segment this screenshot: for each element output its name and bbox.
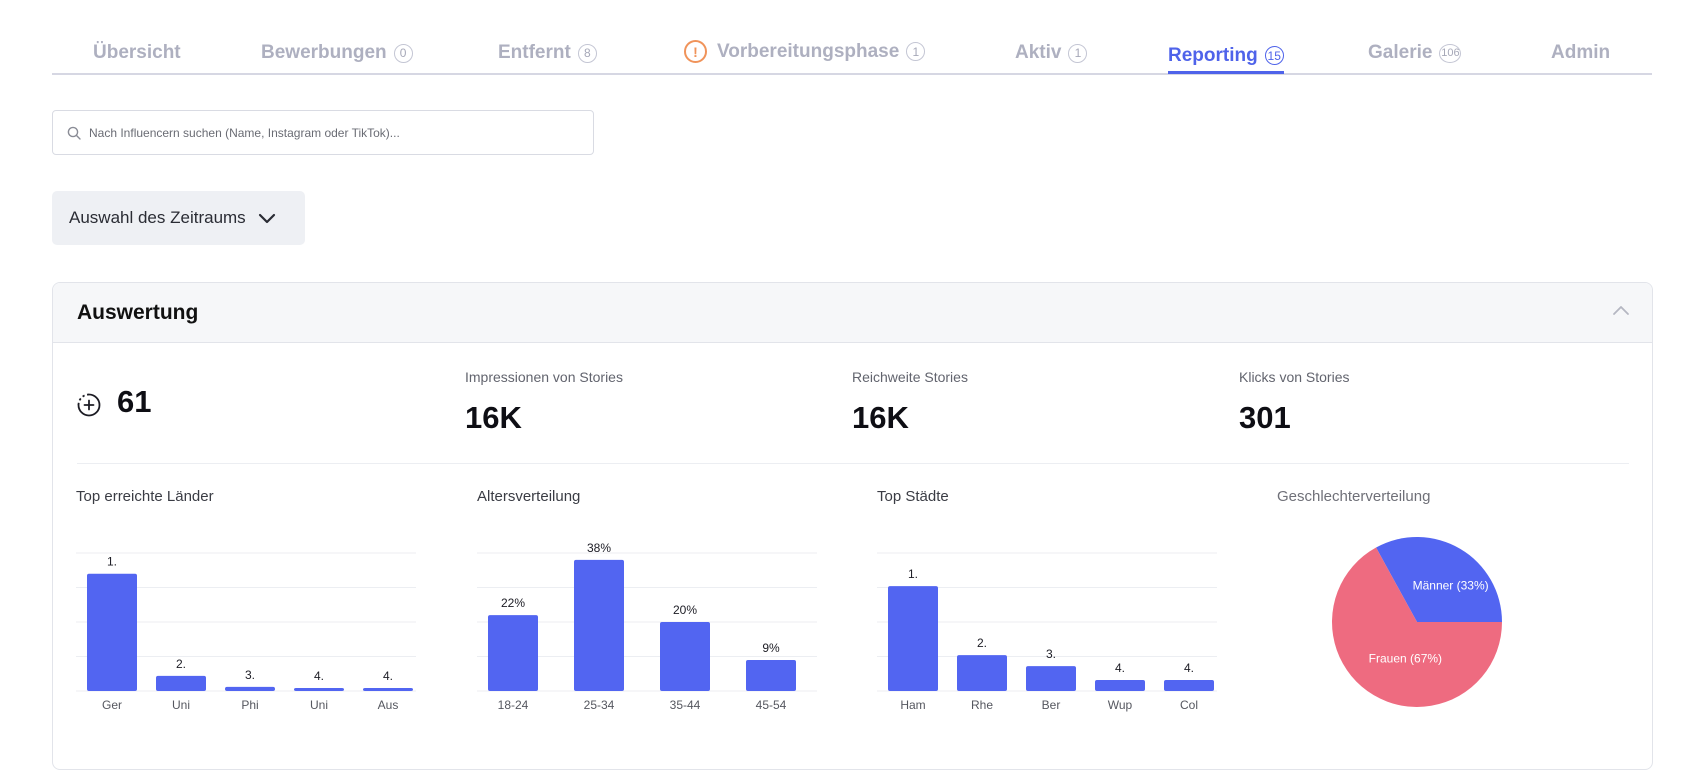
cities-bar-chart: 1. Ham 2. Rhe 3. Ber 4. Wup 4. Col xyxy=(877,552,1217,712)
bar-value-label: 4. xyxy=(1115,661,1125,675)
clicks-value: 301 xyxy=(1239,400,1291,435)
chevron-up-icon[interactable] xyxy=(1612,305,1630,316)
x-tick-label: 45-54 xyxy=(756,698,787,712)
posts-count-value: 61 xyxy=(117,384,152,419)
warning-icon: ! xyxy=(684,40,707,63)
tab-aktiv[interactable]: Aktiv 1 xyxy=(1015,42,1088,64)
chart-bar xyxy=(294,688,344,691)
x-tick-label: Ber xyxy=(1042,698,1061,712)
x-tick-label: Ham xyxy=(900,698,925,712)
tab-count-badge: 1 xyxy=(906,42,926,61)
tab-label: Galerie xyxy=(1368,42,1433,63)
x-tick-label: Phi xyxy=(241,698,258,712)
pie-slice-label: Männer (33%) xyxy=(1413,578,1489,592)
reach-label: Reichweite Stories xyxy=(852,369,968,385)
clicks-label: Klicks von Stories xyxy=(1239,369,1350,385)
gender-chart-title: Geschlechterverteilung xyxy=(1277,488,1431,505)
chart-bar xyxy=(660,622,710,691)
reach-value: 16K xyxy=(852,400,909,435)
countries-bar-chart: 1. Ger 2. Uni 3. Phi 4. Uni 4. Aus xyxy=(76,552,416,712)
bar-value-label: 3. xyxy=(1046,647,1056,661)
age-chart-title: Altersverteilung xyxy=(477,488,581,505)
pie-slice xyxy=(1376,537,1502,622)
x-tick-label: Uni xyxy=(310,698,328,712)
tab-label: Aktiv xyxy=(1015,42,1062,63)
tab-bar: Übersicht Bewerbungen 0 Entfernt 8 ! Vor… xyxy=(52,32,1652,75)
chart-bar xyxy=(1095,679,1145,691)
bar-value-label: 3. xyxy=(245,668,255,682)
x-tick-label: Rhe xyxy=(971,698,993,712)
tab-count-badge: 0 xyxy=(393,43,413,63)
tab-vorbereitungsphase[interactable]: ! Vorbereitungsphase 1 xyxy=(684,40,926,63)
bar-value-label: 4. xyxy=(314,669,324,683)
plus-circle-icon xyxy=(77,393,101,417)
x-tick-label: Wup xyxy=(1108,698,1133,712)
tab-galerie[interactable]: Galerie 106 xyxy=(1368,42,1462,64)
bar-value-label: 22% xyxy=(501,596,525,610)
chart-bar xyxy=(957,655,1007,691)
kpi-divider xyxy=(77,463,1629,464)
tab-admin[interactable]: Admin xyxy=(1551,42,1610,64)
bar-value-label: 1. xyxy=(908,567,918,581)
evaluation-panel: Auswertung 61 Impressionen von Stories 1… xyxy=(52,282,1653,770)
bar-value-label: 38% xyxy=(587,541,611,555)
cities-chart-title: Top Städte xyxy=(877,488,949,505)
chart-bar xyxy=(225,686,275,691)
bar-value-label: 4. xyxy=(1184,661,1194,675)
period-select-button[interactable]: Auswahl des Zeitraums xyxy=(52,191,305,245)
countries-chart-title: Top erreichte Länder xyxy=(76,488,214,505)
chart-bar xyxy=(488,615,538,691)
chart-bar xyxy=(87,573,137,691)
tab-label: Entfernt xyxy=(498,42,571,63)
period-select-label: Auswahl des Zeitraums xyxy=(69,208,246,227)
chart-bar xyxy=(363,688,413,691)
x-tick-label: Col xyxy=(1180,698,1198,712)
x-tick-label: 18-24 xyxy=(498,698,529,712)
tab-label: Admin xyxy=(1551,42,1611,63)
chart-bar xyxy=(156,675,206,691)
tab-count-badge: 106 xyxy=(1439,43,1462,63)
chart-bar xyxy=(1164,679,1214,691)
bar-value-label: 20% xyxy=(673,603,697,617)
chart-bar xyxy=(888,586,938,691)
impressions-value: 16K xyxy=(465,400,522,435)
tab-count-badge: 15 xyxy=(1264,46,1284,65)
tab-count-badge: 8 xyxy=(577,43,597,63)
x-tick-label: Aus xyxy=(378,698,399,712)
tab-label: Vorbereitungsphase xyxy=(717,40,900,62)
chart-bar xyxy=(746,659,796,691)
x-tick-label: 35-44 xyxy=(670,698,701,712)
x-tick-label: Uni xyxy=(172,698,190,712)
tab-entfernt[interactable]: Entfernt 8 xyxy=(498,42,597,64)
impressions-label: Impressionen von Stories xyxy=(465,369,623,385)
panel-title: Auswertung xyxy=(77,301,199,324)
tab-label: Bewerbungen xyxy=(261,42,387,63)
pie-slice-label: Frauen (67%) xyxy=(1369,652,1442,666)
search-input[interactable] xyxy=(89,125,569,140)
bar-value-label: 2. xyxy=(176,657,186,671)
x-tick-label: 25-34 xyxy=(584,698,615,712)
tab-count-badge: 1 xyxy=(1068,43,1088,63)
bar-value-label: 1. xyxy=(107,555,117,569)
panel-header[interactable]: Auswertung xyxy=(53,283,1652,343)
gender-pie-chart: Männer (33%) Frauen (67%) xyxy=(1332,537,1502,707)
tab-bewerbungen[interactable]: Bewerbungen 0 xyxy=(261,42,413,64)
tab-label: Übersicht xyxy=(93,42,181,63)
tab-uebersicht[interactable]: Übersicht xyxy=(93,42,181,64)
chevron-down-icon xyxy=(258,213,275,223)
age-bar-chart: 22% 18-24 38% 25-34 20% 35-44 9% 45-54 xyxy=(477,541,817,712)
search-icon xyxy=(67,126,81,140)
x-tick-label: Ger xyxy=(102,698,122,712)
chart-bar xyxy=(574,559,624,691)
bar-value-label: 9% xyxy=(762,641,780,655)
tab-reporting[interactable]: Reporting 15 xyxy=(1168,40,1284,74)
chart-bar xyxy=(1026,666,1076,691)
tab-label: Reporting xyxy=(1168,44,1258,66)
bar-value-label: 2. xyxy=(977,636,987,650)
influencer-search xyxy=(52,110,594,155)
bar-value-label: 4. xyxy=(383,669,393,683)
pie-slice xyxy=(1332,547,1502,707)
